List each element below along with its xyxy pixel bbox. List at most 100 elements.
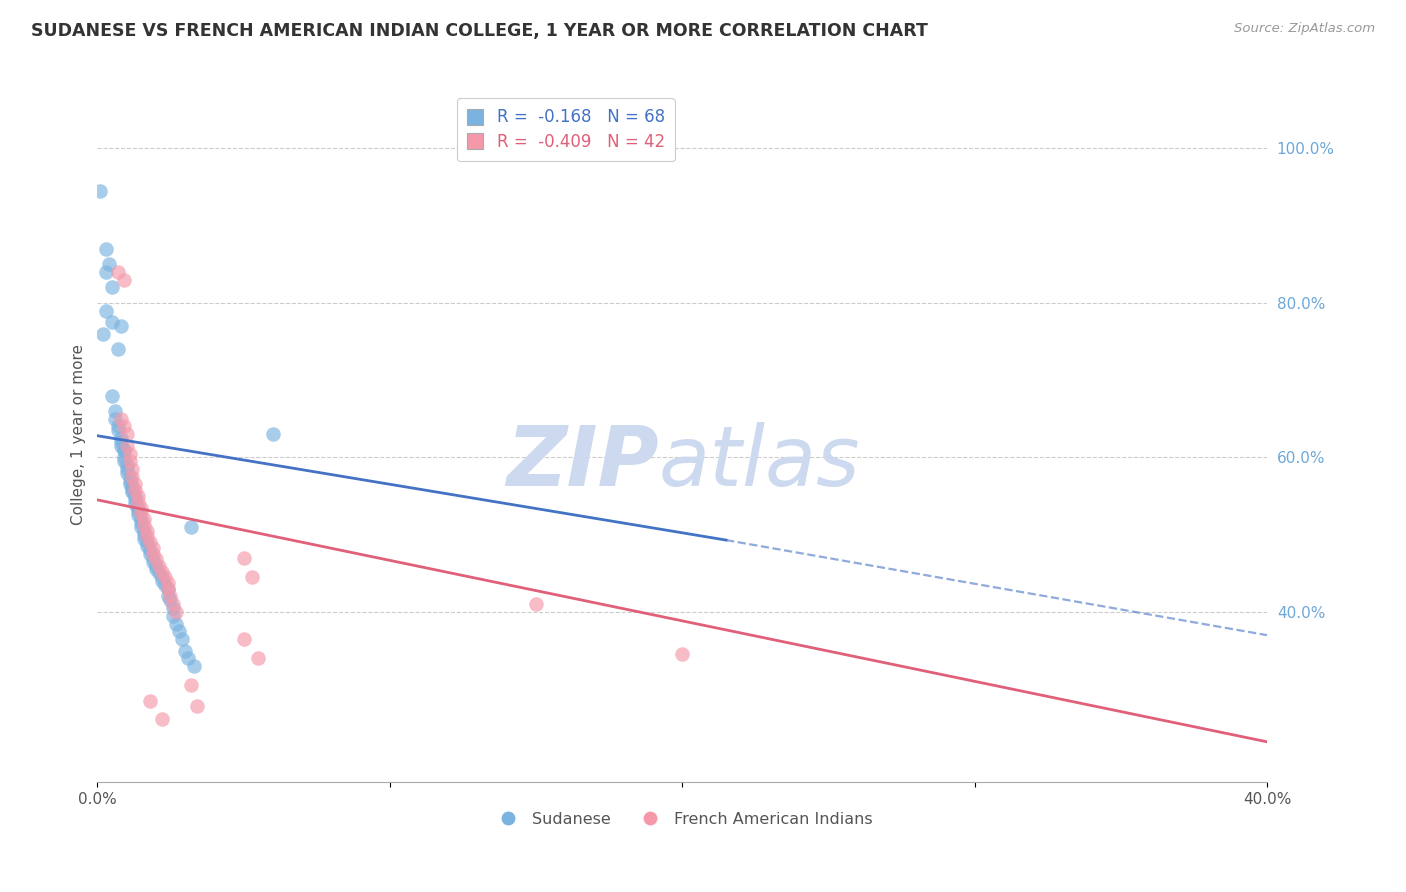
Point [129, 506, 152, 520]
Point [139, 535, 162, 549]
Point [112, 419, 135, 434]
Point [98, 257, 121, 271]
Point [136, 524, 159, 538]
Point [142, 555, 165, 569]
Point [118, 446, 141, 460]
Point [104, 411, 127, 425]
Point [112, 272, 135, 286]
Point [94, 265, 117, 279]
Point [142, 541, 165, 555]
Point [110, 411, 132, 425]
Point [101, 388, 124, 402]
Point [145, 552, 167, 566]
Point [107, 265, 129, 279]
Point [107, 423, 129, 437]
Point [112, 442, 135, 457]
Point [150, 574, 173, 588]
Point [112, 450, 135, 465]
Point [110, 318, 132, 333]
Point [186, 699, 208, 714]
Point [129, 516, 152, 530]
Point [139, 543, 162, 558]
Point [94, 303, 117, 318]
Point [129, 500, 152, 515]
Point [262, 427, 284, 442]
Y-axis label: College, 1 year or more: College, 1 year or more [72, 343, 86, 524]
Point [183, 659, 205, 673]
Point [127, 489, 149, 503]
Point [101, 315, 124, 329]
Point [124, 497, 146, 511]
Point [240, 570, 263, 584]
Point [115, 439, 138, 453]
Point [134, 527, 156, 541]
Point [174, 643, 197, 657]
Point [150, 570, 173, 584]
Point [91, 326, 114, 341]
Point [156, 582, 179, 596]
Point [124, 492, 146, 507]
Point [524, 597, 547, 611]
Point [127, 495, 149, 509]
Point [129, 520, 152, 534]
Point [145, 558, 167, 573]
Text: SUDANESE VS FRENCH AMERICAN INDIAN COLLEGE, 1 YEAR OR MORE CORRELATION CHART: SUDANESE VS FRENCH AMERICAN INDIAN COLLE… [31, 22, 928, 40]
Point [156, 582, 179, 596]
Point [232, 550, 254, 565]
Point [101, 280, 124, 294]
Point [180, 520, 202, 534]
Point [148, 558, 170, 573]
Point [139, 547, 162, 561]
Point [134, 532, 156, 546]
Point [121, 469, 143, 483]
Point [107, 419, 129, 434]
Point [121, 462, 143, 476]
Point [232, 632, 254, 646]
Legend: Sudanese, French American Indians: Sudanese, French American Indians [485, 805, 879, 833]
Point [159, 593, 181, 607]
Point [104, 404, 127, 418]
Text: ZIP: ZIP [506, 422, 659, 502]
Point [127, 500, 149, 515]
Point [145, 562, 167, 576]
Point [127, 508, 149, 523]
Point [118, 469, 141, 483]
Point [124, 489, 146, 503]
Point [115, 427, 138, 442]
Point [136, 535, 159, 549]
Point [115, 458, 138, 472]
Text: atlas: atlas [659, 422, 860, 502]
Point [165, 605, 187, 619]
Point [142, 547, 165, 561]
Point [121, 483, 143, 497]
Point [110, 434, 132, 449]
Point [139, 694, 162, 708]
Point [118, 454, 141, 468]
Point [115, 466, 138, 480]
Point [115, 462, 138, 476]
Point [156, 590, 179, 604]
Point [167, 624, 190, 639]
Point [162, 597, 184, 611]
Point [162, 608, 184, 623]
Point [159, 590, 181, 604]
Point [153, 578, 176, 592]
Point [107, 342, 129, 356]
Point [89, 184, 111, 198]
Point [118, 474, 141, 488]
Point [150, 565, 173, 579]
Point [124, 483, 146, 497]
Point [136, 539, 159, 553]
Point [165, 616, 187, 631]
Point [121, 480, 143, 494]
Point [150, 712, 173, 726]
Point [153, 570, 176, 584]
Point [671, 648, 693, 662]
Point [162, 601, 184, 615]
Point [247, 651, 270, 665]
Point [180, 678, 202, 692]
Point [177, 651, 200, 665]
Point [148, 566, 170, 581]
Point [112, 454, 135, 468]
Point [94, 242, 117, 256]
